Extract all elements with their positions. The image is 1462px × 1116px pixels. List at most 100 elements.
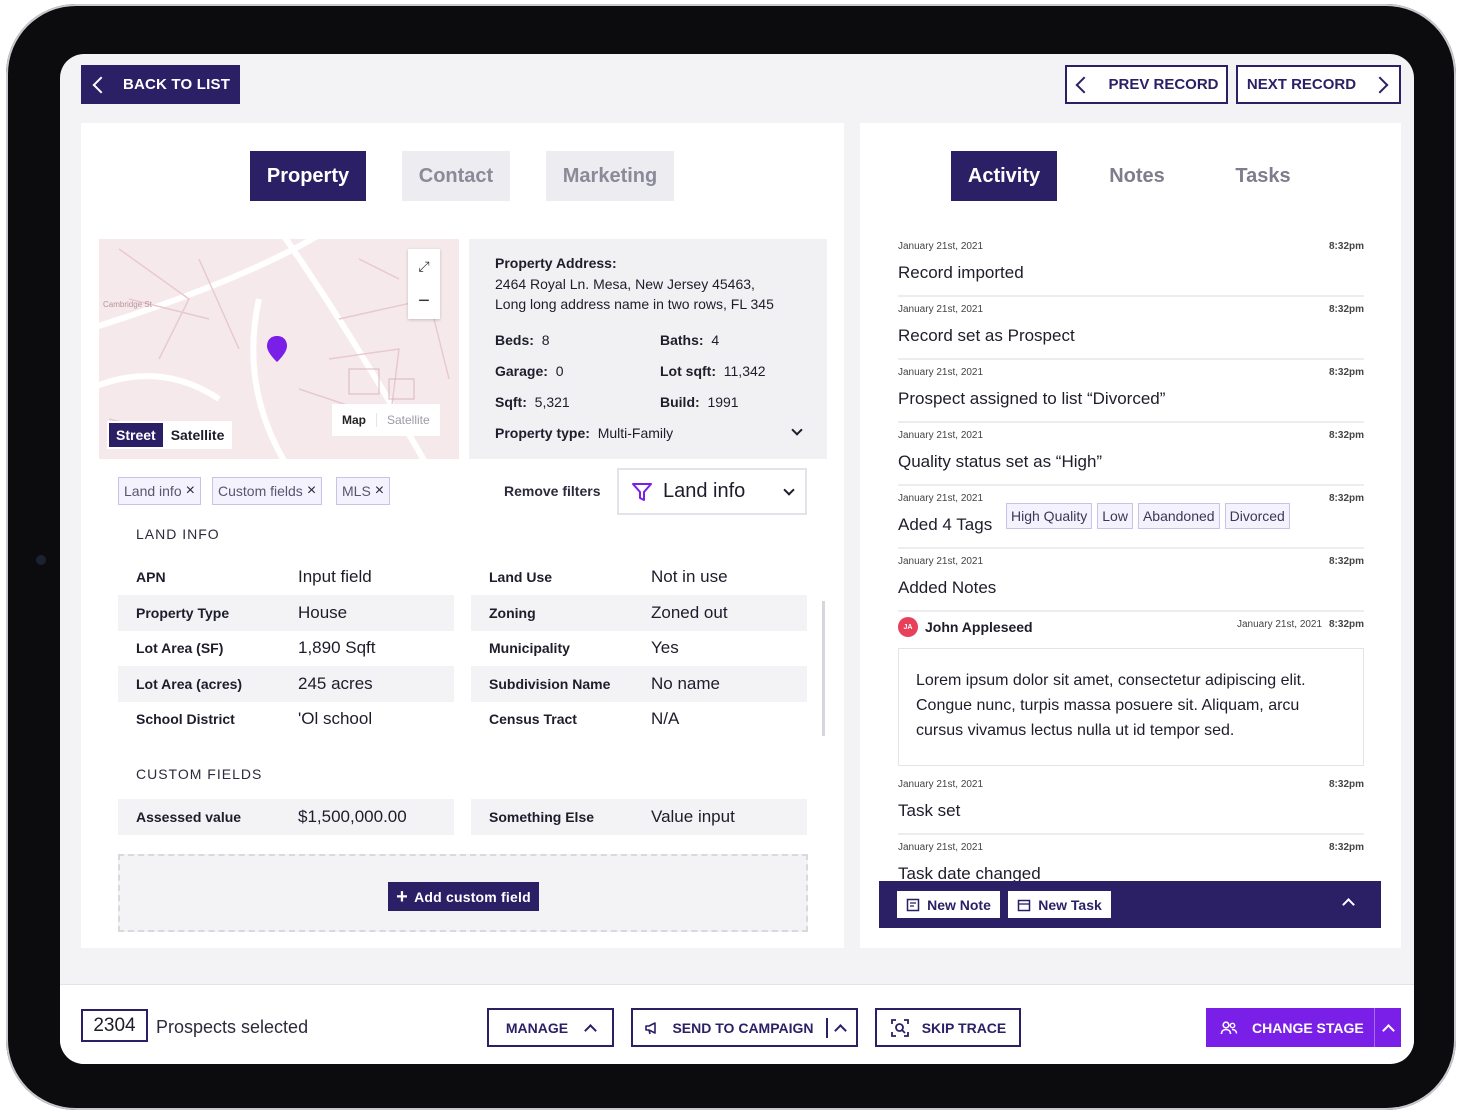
next-record-button[interactable]: NEXT RECORD: [1236, 65, 1401, 104]
tablet-bezel: BACK TO LIST PREV RECORD NEXT RECORD Pro…: [6, 4, 1456, 1110]
close-icon[interactable]: ×: [185, 482, 195, 499]
property-details: Property Address: 2464 Royal Ln. Mesa, N…: [469, 239, 827, 459]
change-stage-button[interactable]: CHANGE STAGE: [1206, 1008, 1401, 1047]
tab-activity[interactable]: Activity: [951, 151, 1057, 201]
calendar-icon: [1017, 899, 1031, 911]
land-info-value[interactable]: House: [298, 602, 348, 622]
land-info-value[interactable]: No name: [651, 673, 720, 693]
expand-icon[interactable]: ⤢: [418, 258, 430, 274]
address-line-1: 2464 Royal Ln. Mesa, New Jersey 45463,: [495, 276, 755, 292]
back-to-list-label: BACK TO LIST: [122, 76, 231, 93]
baths-value: 4: [711, 332, 720, 348]
tag[interactable]: Abandoned: [1137, 503, 1220, 529]
collapse-icon[interactable]: [1342, 898, 1355, 911]
users-icon: [1220, 1020, 1238, 1034]
land-info-row: Land Use Not in use: [471, 559, 807, 595]
street-toggle[interactable]: Street: [109, 423, 163, 447]
note-icon: [906, 898, 920, 911]
land-info-value[interactable]: 'Ol school: [298, 709, 373, 728]
satellite-toggle[interactable]: Satellite: [376, 413, 440, 427]
activity-date: January 21st, 2021: [898, 241, 984, 252]
selected-count: 2304: [81, 1009, 148, 1042]
map-toggle[interactable]: Map: [342, 413, 366, 427]
activity-text: Aded 4 Tags: [898, 515, 993, 534]
land-info-value[interactable]: 245 acres: [298, 673, 373, 693]
activity-text: Record imported: [898, 263, 1024, 282]
camera: [36, 555, 46, 565]
build-value: 1991: [707, 394, 739, 410]
zoom-out-icon[interactable]: −: [418, 290, 430, 312]
land-info-value[interactable]: 1,890 Sqft: [298, 638, 376, 657]
activity-text: Record set as Prospect: [898, 326, 1075, 345]
activity-time: 8:32pm: [1328, 430, 1364, 441]
new-task-button[interactable]: New Task: [1008, 891, 1111, 918]
filter-select-value: Land info: [663, 480, 746, 502]
tab-marketing[interactable]: Marketing: [546, 151, 674, 201]
new-note-button[interactable]: New Note: [897, 891, 1000, 918]
new-note-label: New Note: [927, 896, 991, 913]
scan-search-icon: [890, 1018, 909, 1037]
land-info-row: APN Input field: [118, 559, 454, 595]
tag[interactable]: High Quality: [1006, 503, 1093, 529]
custom-field-value[interactable]: $1,500,000.00: [298, 807, 407, 826]
land-info-value[interactable]: Input field: [298, 567, 372, 586]
expand-details-icon[interactable]: [791, 424, 803, 436]
prev-record-button[interactable]: PREV RECORD: [1065, 65, 1228, 104]
tab-tasks[interactable]: Tasks: [1235, 164, 1291, 187]
send-to-campaign-button[interactable]: SEND TO CAMPAIGN: [631, 1008, 858, 1047]
bulk-action-bar: 2304 Prospects selected MANAGE SEND TO C…: [60, 984, 1414, 1064]
custom-field-value[interactable]: Value input: [651, 807, 735, 826]
land-info-row: Municipality Yes: [471, 630, 807, 666]
note-header: JA John Appleseed January 21st, 2021 8:3…: [898, 617, 1364, 639]
land-info-value[interactable]: N/A: [651, 709, 680, 728]
lot-sqft-value: 11,342: [723, 363, 766, 379]
activity-time: 8:32pm: [1328, 779, 1364, 790]
activity-date: January 21st, 2021: [898, 367, 984, 378]
chip-label: Land info: [124, 483, 182, 499]
land-info-value[interactable]: Not in use: [651, 567, 728, 586]
back-to-list-button[interactable]: BACK TO LIST: [81, 65, 240, 104]
filter-chip-land-info[interactable]: Land info ×: [118, 477, 201, 505]
filter-chip-custom-fields[interactable]: Custom fields ×: [212, 477, 323, 505]
skip-trace-button[interactable]: SKIP TRACE: [875, 1008, 1021, 1047]
chevron-up-icon[interactable]: [833, 1023, 847, 1037]
filter-icon: [632, 482, 652, 501]
note-body[interactable]: Lorem ipsum dolor sit amet, consectetur …: [898, 648, 1364, 766]
add-custom-field-zone: + Add custom field: [118, 854, 808, 932]
land-info-key: Zoning: [489, 604, 536, 621]
manage-button[interactable]: MANAGE: [487, 1008, 614, 1047]
satellite-button[interactable]: Satellite: [170, 427, 225, 443]
build-label: Build:: [660, 394, 700, 410]
lot-sqft-label: Lot sqft:: [660, 363, 716, 379]
tab-property[interactable]: Property: [250, 151, 366, 201]
tag[interactable]: Divorced: [1224, 503, 1290, 529]
garage-label: Garage:: [495, 363, 548, 379]
tab-notes[interactable]: Notes: [1109, 164, 1165, 187]
filter-chip-mls[interactable]: MLS ×: [336, 477, 391, 505]
add-custom-field-button[interactable]: + Add custom field: [388, 882, 539, 911]
prospects-selected-label: Prospects selected: [156, 1017, 309, 1037]
close-icon[interactable]: ×: [306, 482, 317, 499]
land-info-key: Lot Area (acres): [136, 675, 243, 692]
property-map[interactable]: Cambridge St ⤢ − Map Satellite Street Sa…: [99, 239, 459, 459]
land-info-value[interactable]: Yes: [651, 638, 679, 657]
land-info-row: Census Tract N/A: [471, 701, 807, 737]
scrollbar[interactable]: [822, 601, 825, 736]
land-info-value[interactable]: Zoned out: [651, 602, 728, 622]
chevron-up-icon[interactable]: [1381, 1023, 1395, 1037]
app-screen: BACK TO LIST PREV RECORD NEXT RECORD Pro…: [60, 54, 1414, 1064]
filter-select[interactable]: Land info: [617, 468, 807, 515]
tag-list: High Quality Low Abandoned Divorced: [1001, 503, 1290, 529]
map-pin-icon[interactable]: [266, 335, 288, 363]
add-custom-field-label: Add custom field: [414, 888, 531, 905]
land-info-key: APN: [136, 569, 166, 585]
close-icon[interactable]: ×: [374, 482, 385, 499]
tag[interactable]: Low: [1097, 503, 1133, 529]
activity-text: Prospect assigned to list “Divorced”: [898, 389, 1166, 408]
map-street-name: Cambridge St: [103, 300, 153, 309]
activity-item: January 21st, 2021 8:32pm Prospect assigne…: [898, 367, 1364, 423]
activity-date: January 21st, 2021: [898, 842, 984, 853]
tab-contact[interactable]: Contact: [402, 151, 510, 201]
land-info-title: LAND INFO: [136, 526, 220, 542]
remove-filters-link[interactable]: Remove filters: [504, 483, 601, 499]
